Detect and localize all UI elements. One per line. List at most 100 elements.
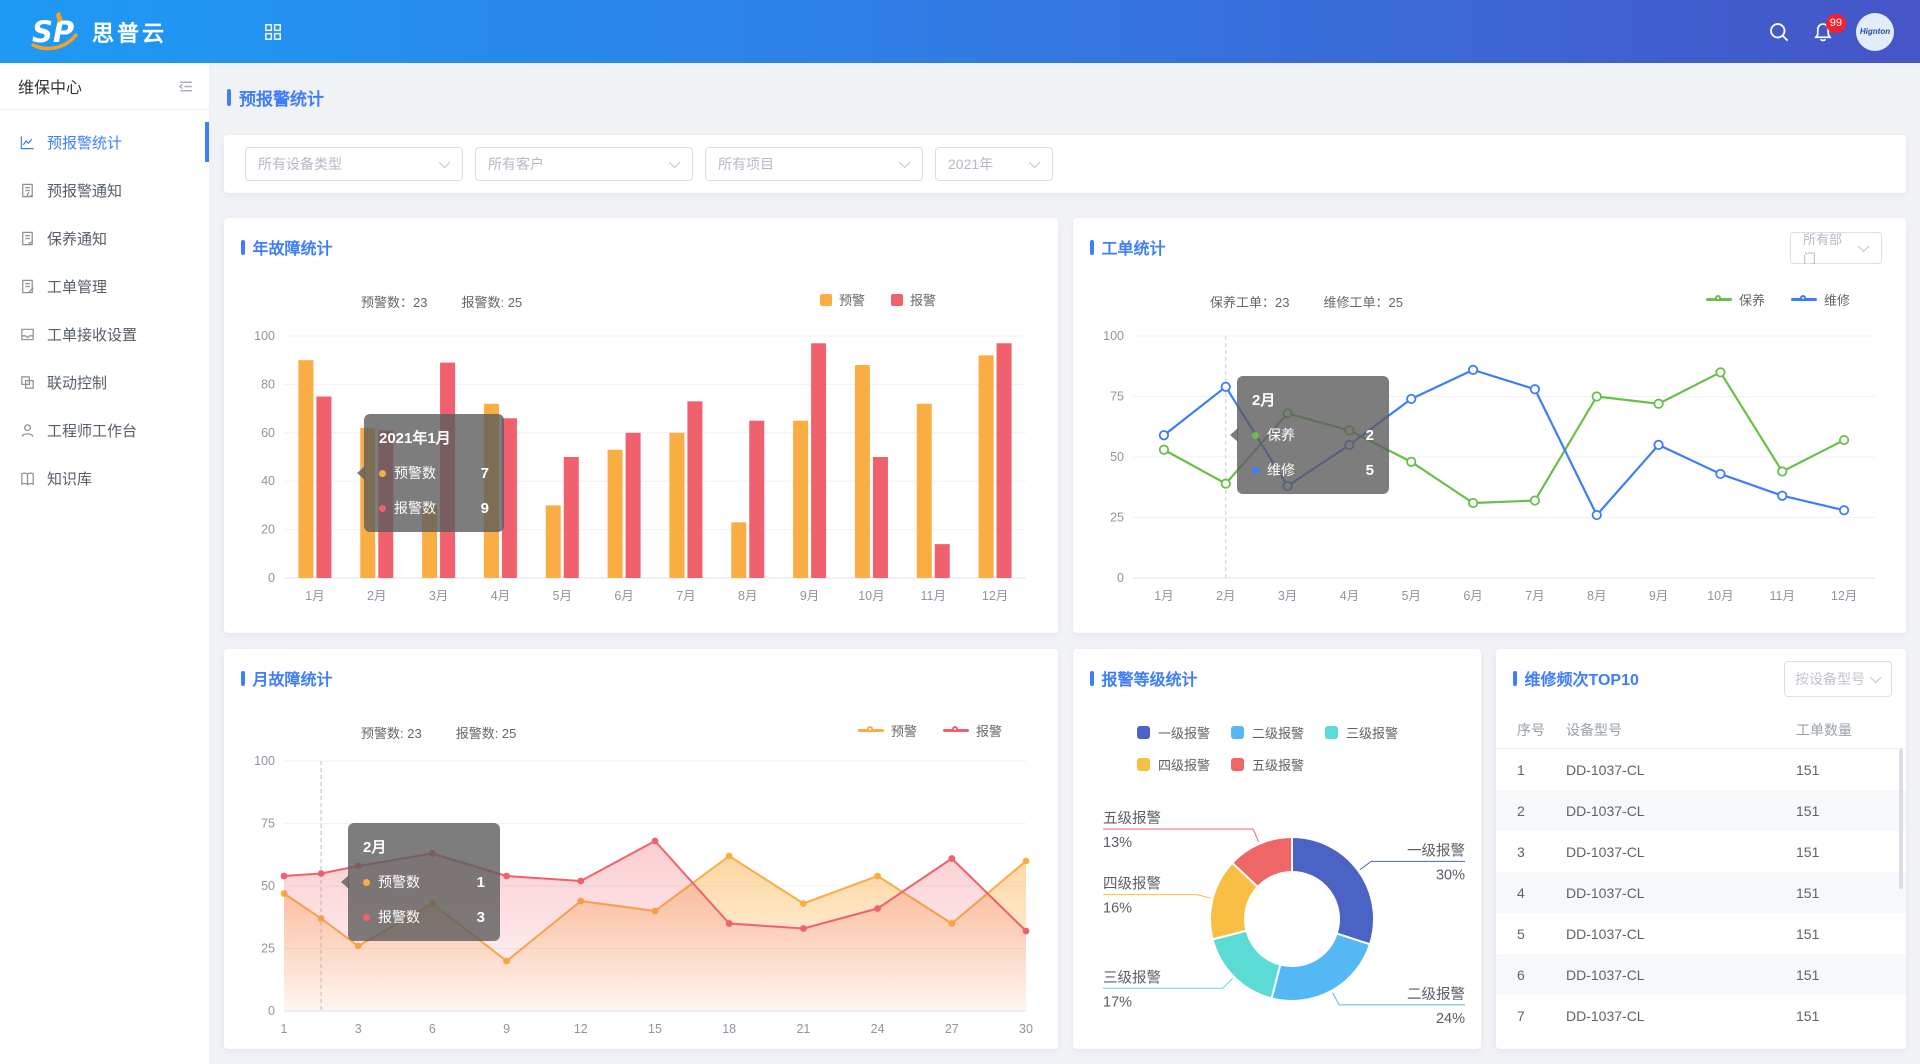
title-accent-bar [227, 89, 231, 106]
svg-text:9: 9 [503, 1022, 510, 1036]
chevron-down-icon [898, 156, 911, 169]
tooltip-series-value: 3 [476, 908, 485, 926]
chart-stats: 保养工单：23 维修工单：25 [1210, 292, 1403, 311]
chevron-down-icon [1028, 156, 1041, 169]
svg-text:2月: 2月 [1216, 589, 1235, 603]
table-cell: 151 [1796, 843, 1820, 860]
svg-text:50: 50 [261, 879, 275, 893]
legend-ring [1714, 294, 1721, 301]
svg-text:4月: 4月 [1340, 589, 1359, 603]
svg-text:6: 6 [429, 1022, 436, 1036]
sidebar-item-1[interactable]: 预报警统计 [0, 118, 209, 166]
filter-bar: 所有设备类型 所有客户 所有项目 2021年 [224, 135, 1906, 193]
sidebar-item-7[interactable]: 工程师工作台 [0, 406, 209, 454]
table-scrollbar[interactable] [1899, 749, 1903, 889]
svg-text:21: 21 [796, 1022, 810, 1036]
model-sort-select[interactable]: 按设备型号 [1784, 661, 1892, 697]
sidebar-collapse-icon[interactable] [176, 77, 195, 96]
table-cell: 151 [1796, 761, 1820, 778]
svg-text:0: 0 [268, 571, 275, 585]
svg-text:2月: 2月 [367, 589, 386, 603]
tooltip-series-name: 报警数 [378, 909, 420, 925]
filter-select-4[interactable]: 2021年 [935, 147, 1053, 181]
table-cell: 6 [1517, 966, 1525, 983]
table-cell: 151 [1796, 966, 1820, 983]
brand-logo[interactable]: SP 思普云 [28, 11, 167, 52]
apps-grid-icon[interactable] [263, 22, 283, 42]
tooltip-series-value: 5 [1365, 461, 1374, 479]
table-row: 1 DD-1037-CL 151 [1496, 749, 1906, 790]
tooltip-series-value: 2 [1365, 426, 1374, 444]
legend-item-二级报警[interactable]: 二级报警 [1231, 723, 1325, 742]
table-cell: 151 [1796, 925, 1820, 942]
tooltip-series-dot [363, 913, 370, 921]
legend-label: 预警 [838, 293, 865, 308]
filter-select-value: 2021年 [948, 156, 994, 172]
stat-text: 报警数: 25 [461, 295, 523, 310]
svg-text:12: 12 [574, 1022, 588, 1036]
legend-item-维修[interactable]: 维修 [1790, 290, 1850, 309]
svg-text:27: 27 [945, 1022, 959, 1036]
tooltip-series-dot [379, 469, 386, 477]
sidebar-header: 维保中心 [0, 63, 209, 110]
svg-text:100: 100 [254, 329, 275, 343]
sidebar-item-4[interactable]: 工单管理 [0, 262, 209, 310]
tooltip-row: 预警数 1 [363, 872, 485, 892]
sidebar-item-label: 保养通知 [47, 230, 108, 248]
notification-bell-icon[interactable]: 99 [1812, 13, 1846, 43]
sidebar-item-label: 预报警通知 [47, 182, 123, 200]
chart-legend: 预警 报警 [819, 290, 936, 309]
legend-item-五级报警[interactable]: 五级报警 [1231, 755, 1325, 774]
filter-select-1[interactable]: 所有设备类型 [245, 147, 463, 181]
svg-text:24: 24 [871, 1022, 885, 1036]
column-header: 序号 [1517, 721, 1545, 738]
sidebar-item-label: 知识库 [47, 470, 93, 488]
tooltip-row: 预警数 7 [379, 463, 489, 483]
table-header-row: 序号 设备型号 工单数量 [1496, 711, 1906, 749]
sidebar-item-6[interactable]: 联动控制 [0, 358, 209, 406]
avatar-text: Hignton [1859, 27, 1891, 36]
legend-item-四级报警[interactable]: 四级报警 [1137, 755, 1231, 774]
sidebar-item-5[interactable]: 工单接收设置 [0, 310, 209, 358]
work-order-card: 工单统计 所有部门 0 25 50 75 100 1月 2月 3月 4月 5月 6月 7月 8月 9月 10… [1073, 218, 1906, 633]
legend-ring [951, 725, 958, 732]
stat-text: 报警数: 25 [455, 726, 517, 741]
alarm-level-donut-chart[interactable]: 一级报警 30% 二级报警 24% 三级报警 17% 四级报警 16% 五级报警 13% [1073, 797, 1481, 1047]
tooltip-series-name: 报警数 [394, 500, 436, 516]
table-row: 2 DD-1037-CL 151 [1496, 790, 1906, 831]
filter-select-3[interactable]: 所有项目 [705, 147, 923, 181]
sidebar-item-8[interactable]: 知识库 [0, 454, 209, 502]
svg-text:80: 80 [261, 377, 275, 391]
user-avatar[interactable]: Hignton [1856, 12, 1894, 51]
legend-item-报警[interactable]: 报警 [942, 721, 1002, 740]
svg-text:9月: 9月 [1649, 589, 1668, 603]
legend-item-一级报警[interactable]: 一级报警 [1137, 723, 1231, 742]
filter-select-2[interactable]: 所有客户 [475, 147, 693, 181]
sidebar-item-2[interactable]: 预报警通知 [0, 166, 209, 214]
legend-swatch [1137, 758, 1150, 771]
legend-item-保养[interactable]: 保养 [1705, 290, 1765, 309]
legend-item-预警[interactable]: 预警 [819, 290, 865, 309]
chevron-down-icon [1858, 241, 1870, 253]
legend-line-swatch [857, 725, 884, 732]
table-row: 3 DD-1037-CL 151 [1496, 831, 1906, 872]
svg-text:7月: 7月 [676, 589, 695, 603]
department-select[interactable]: 所有部门 [1790, 232, 1882, 266]
legend-ring [1799, 294, 1806, 301]
svg-text:17%: 17% [1103, 994, 1132, 1010]
tooltip-series-dot [1252, 431, 1259, 439]
svg-text:100: 100 [1103, 329, 1124, 343]
search-icon[interactable] [1768, 21, 1790, 43]
table-cell: DD-1037-CL [1566, 761, 1645, 778]
svg-text:12月: 12月 [1831, 589, 1857, 603]
legend-item-报警[interactable]: 报警 [890, 290, 936, 309]
tooltip-arrow [1230, 427, 1238, 442]
sidebar-item-3[interactable]: 保养通知 [0, 214, 209, 262]
book-icon [21, 472, 34, 486]
chevron-down-icon [1869, 671, 1882, 684]
svg-text:0: 0 [268, 1004, 275, 1018]
legend-item-三级报警[interactable]: 三级报警 [1325, 723, 1419, 742]
legend-item-预警[interactable]: 预警 [857, 721, 917, 740]
